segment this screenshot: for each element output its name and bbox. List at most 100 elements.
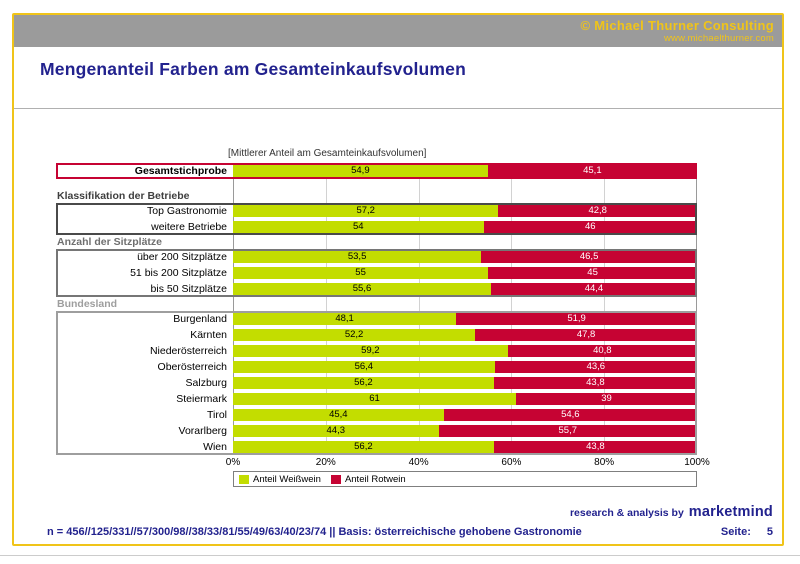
row-label: Tirol [206, 409, 227, 421]
row-label: Niederösterreich [149, 345, 227, 357]
rotwein-legend-swatch [330, 474, 341, 484]
weisswein-bar-segment: 55,6 [233, 283, 491, 295]
bar-row: Niederösterreich 59,2 40,8 [56, 343, 697, 359]
weisswein-bar-segment: 53,5 [233, 251, 482, 263]
sample-size-note: n = 456//125/331//57/300/98//38/33/81/55… [47, 526, 582, 538]
rotwein-bar-segment: 46,5 [481, 251, 697, 263]
row-label: Burgenland [173, 313, 227, 325]
rotwein-bar-segment: 44,4 [490, 283, 697, 295]
x-axis: 0% 20% 40% 60% 80% 100% [226, 455, 710, 469]
section-row: Bundesland [56, 297, 697, 311]
website-text: www.michaelthurner.com [664, 33, 774, 44]
row-plot: 55 45 [233, 265, 697, 281]
weisswein-legend-swatch [239, 474, 249, 484]
weisswein-bar-segment: 61 [233, 393, 517, 405]
row-label: Vorarlberg [178, 425, 227, 437]
x-axis-tick: 100% [684, 457, 710, 468]
weisswein-bar-segment: 56,2 [233, 441, 494, 453]
group-bundesland: Burgenland 48,1 51,9 Kärnten 52,2 47,8 Niederö… [56, 311, 697, 455]
group-klassifikation: Top Gastronomie 57,2 42,8 weitere Betriebe 5… [56, 203, 697, 235]
x-axis-tick: 60% [501, 457, 522, 468]
gridline [418, 164, 420, 454]
bar-row: Steiermark 61 39 [56, 391, 697, 407]
row-plot: 45,4 54,6 [233, 407, 697, 423]
stacked-bar-chart: Gesamtstichprobe 54,9 45,1 Klassifikation d… [56, 163, 710, 487]
x-axis-tick: 40% [408, 457, 429, 468]
chart-subtitle: [Mittlerer Anteil am Gesamteinkaufsvolum… [228, 148, 427, 159]
x-axis-tick: 0% [225, 457, 241, 468]
weisswein-bar-segment: 54,9 [233, 165, 488, 177]
row-plot: 54,9 45,1 [233, 163, 697, 179]
section-label: Klassifikation der Betriebe [57, 190, 190, 202]
chart-legend: Anteil Weißwein Anteil Rotwein [233, 471, 697, 487]
gridline [326, 164, 328, 454]
page-title: Mengenanteil Farben am Gesamteinkaufsvol… [40, 59, 466, 79]
chart-rows: Gesamtstichprobe 54,9 45,1 Klassifikation d… [56, 163, 697, 455]
row-plot: 59,2 40,8 [233, 343, 697, 359]
weisswein-bar-segment: 52,2 [233, 329, 476, 341]
weisswein-bar-segment: 54 [233, 221, 484, 233]
row-label: Kärnten [190, 329, 227, 341]
gridline [511, 164, 513, 454]
bar-row: 51 bis 200 Sitzplätze 55 45 [56, 265, 697, 281]
row-label: Steiermark [176, 393, 227, 405]
window-bottom-edge [0, 555, 800, 556]
rotwein-bar-segment: 47,8 [475, 329, 697, 341]
branding-name: marketmind [688, 504, 773, 520]
row-label: Top Gastronomie [147, 205, 227, 217]
x-axis-tick: 80% [594, 457, 615, 468]
page-indicator: Seite: 5 [721, 526, 773, 538]
spacer-row [56, 179, 697, 189]
section-label: Bundesland [57, 298, 118, 310]
bar-row: Top Gastronomie 57,2 42,8 [56, 203, 697, 219]
row-plot: 53,5 46,5 [233, 249, 697, 265]
bar-row: Vorarlberg 44,3 55,7 [56, 423, 697, 439]
row-plot: 61 39 [233, 391, 697, 407]
row-plot: 56,2 43,8 [233, 375, 697, 391]
row-label: Gesamtstichprobe [134, 165, 227, 177]
row-plot: 56,4 43,6 [233, 359, 697, 375]
row-plot: 55,6 44,4 [233, 281, 697, 297]
weisswein-bar-segment: 57,2 [233, 205, 499, 217]
marketmind-branding: research & analysis by marketmind [570, 504, 773, 520]
bar-row: bis 50 Sitzplätze 55,6 44,4 [56, 281, 697, 297]
page-label: Seite: [720, 526, 751, 538]
x-axis-tick: 20% [315, 457, 336, 468]
copyright-text: © Michael Thurner Consulting [580, 18, 774, 33]
page-number: 5 [766, 526, 773, 538]
row-label: weitere Betriebe [151, 221, 227, 233]
weisswein-bar-segment: 44,3 [233, 425, 439, 437]
weisswein-legend-label: Anteil Weißwein [253, 473, 321, 485]
rotwein-bar-segment: 42,8 [498, 205, 697, 217]
rotwein-bar-segment: 45 [488, 267, 697, 279]
slide-page: © Michael Thurner Consulting www.michael… [12, 13, 784, 546]
bar-row: Kärnten 52,2 47,8 [56, 327, 697, 343]
rotwein-bar-segment: 46 [483, 221, 697, 233]
rotwein-bar-segment: 51,9 [456, 313, 697, 325]
title-divider [14, 108, 782, 109]
row-label: bis 50 Sitzplätze [150, 283, 227, 295]
rotwein-bar-segment: 54,6 [443, 409, 697, 421]
rotwein-legend-label: Anteil Rotwein [344, 473, 406, 485]
row-label: 51 bis 200 Sitzplätze [130, 267, 227, 279]
row-label: über 200 Sitzplätze [137, 251, 227, 263]
rotwein-bar-segment: 43,8 [493, 441, 697, 453]
rotwein-bar-segment: 45,1 [487, 165, 697, 177]
weisswein-bar-segment: 56,4 [233, 361, 495, 373]
row-plot: 57,2 42,8 [233, 203, 697, 219]
row-plot: 54 46 [233, 219, 697, 235]
group-gesamt: Gesamtstichprobe 54,9 45,1 [56, 163, 697, 179]
row-plot: 56,2 43,8 [233, 439, 697, 455]
weisswein-bar-segment: 59,2 [233, 345, 508, 357]
group-sitzplaetze: über 200 Sitzplätze 53,5 46,5 51 bis 200 Si… [56, 249, 697, 297]
bar-row: Wien 56,2 43,8 [56, 439, 697, 455]
bar-row: Tirol 45,4 54,6 [56, 407, 697, 423]
bar-row: Oberösterreich 56,4 43,6 [56, 359, 697, 375]
row-label: Wien [203, 441, 227, 453]
row-label: Salzburg [185, 377, 227, 389]
rotwein-bar-segment: 43,8 [493, 377, 697, 389]
row-plot: 44,3 55,7 [233, 423, 697, 439]
row-plot: 48,1 51,9 [233, 311, 697, 327]
bar-row: Burgenland 48,1 51,9 [56, 311, 697, 327]
weisswein-bar-segment: 48,1 [233, 313, 457, 325]
